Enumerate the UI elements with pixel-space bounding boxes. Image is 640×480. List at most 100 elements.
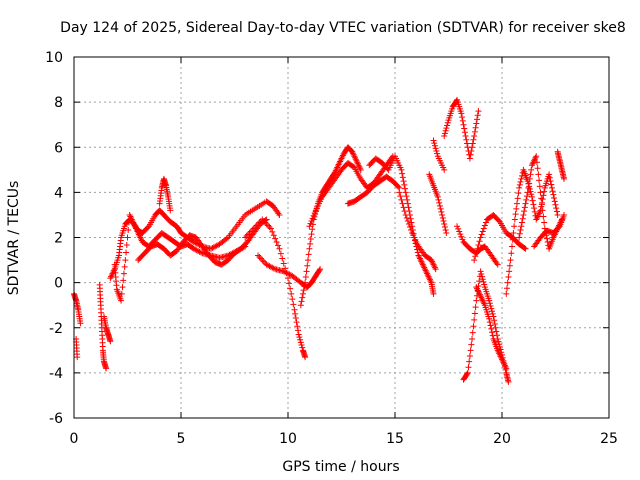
data-point	[436, 199, 443, 206]
data-point	[503, 365, 510, 372]
data-point	[440, 217, 447, 224]
data-point	[553, 205, 560, 212]
data-point	[291, 306, 298, 313]
data-point	[493, 328, 500, 335]
data-point	[293, 319, 300, 326]
data-point	[479, 228, 486, 235]
series-sat-d	[100, 313, 114, 345]
data-point	[443, 229, 450, 236]
data-point	[197, 249, 204, 256]
data-point	[125, 226, 132, 233]
series-sat-a	[71, 290, 84, 327]
data-point	[471, 128, 478, 135]
data-point	[270, 232, 277, 239]
data-point	[443, 125, 450, 132]
data-point	[310, 212, 317, 219]
data-point	[518, 223, 525, 230]
data-point	[305, 251, 312, 258]
data-point	[433, 148, 440, 155]
data-point	[507, 257, 514, 264]
data-point	[505, 378, 512, 385]
data-point	[479, 273, 486, 280]
data-point	[486, 319, 493, 326]
data-point	[298, 342, 305, 349]
data-point	[307, 240, 314, 247]
data-point	[398, 166, 405, 173]
data-point	[441, 132, 448, 139]
data-point	[505, 273, 512, 280]
data-point	[432, 266, 439, 273]
data-point	[537, 189, 544, 196]
data-point	[518, 175, 525, 182]
data-point	[487, 322, 494, 329]
data-point	[506, 268, 513, 275]
series-sat-r	[441, 96, 482, 162]
data-point	[553, 208, 560, 215]
data-point	[121, 263, 128, 270]
data-point	[460, 121, 467, 128]
data-point	[280, 260, 287, 267]
data-point	[74, 354, 81, 361]
data-point	[495, 338, 502, 345]
data-point	[408, 226, 415, 233]
x-tick-label: 5	[177, 431, 186, 447]
data-point	[292, 310, 299, 317]
data-point	[459, 117, 466, 124]
data-point	[551, 195, 558, 202]
data-point	[525, 184, 532, 191]
data-point	[459, 236, 466, 243]
data-point	[552, 201, 559, 208]
data-point	[294, 323, 301, 330]
data-point	[439, 214, 446, 221]
data-point	[276, 245, 283, 252]
data-point	[467, 151, 474, 158]
data-point	[473, 297, 480, 304]
data-point	[436, 202, 443, 209]
data-point	[533, 159, 540, 166]
series-sat-u	[471, 211, 529, 264]
data-point	[279, 255, 286, 262]
x-tick-label: 0	[70, 431, 79, 447]
series-sat-p	[426, 171, 450, 236]
data-point	[509, 236, 516, 243]
data-point	[527, 188, 534, 195]
data-point	[119, 284, 126, 291]
data-point	[536, 177, 543, 184]
data-point	[444, 122, 451, 129]
data-point	[506, 262, 513, 269]
data-point	[520, 211, 527, 218]
data-point	[298, 298, 305, 305]
data-point	[439, 211, 446, 218]
data-point	[469, 144, 476, 151]
data-point	[441, 166, 448, 173]
data-point	[434, 150, 441, 157]
data-point	[404, 217, 411, 224]
data-point	[541, 219, 548, 226]
data-point	[519, 215, 526, 222]
data-point	[516, 181, 523, 188]
data-point	[533, 153, 540, 160]
data-point	[539, 207, 546, 214]
data-point	[489, 329, 496, 336]
series-sat-h	[135, 216, 270, 268]
data-point	[430, 137, 437, 144]
data-point	[269, 228, 276, 235]
data-point	[529, 197, 536, 204]
data-point	[295, 331, 302, 338]
data-point	[550, 191, 557, 198]
data-point	[526, 175, 533, 182]
data-point	[405, 220, 412, 227]
data-point	[472, 304, 479, 311]
data-point	[292, 314, 299, 321]
data-point	[495, 217, 502, 224]
series-sat-y	[554, 148, 568, 182]
data-point	[539, 196, 546, 203]
y-tick-label: 0	[54, 276, 63, 292]
chart-title: Day 124 of 2025, Sidereal Day-to-day VTE…	[60, 20, 626, 36]
data-point	[468, 341, 475, 348]
data-point	[468, 148, 475, 155]
data-point	[472, 253, 479, 260]
series-sat-s	[454, 223, 501, 268]
data-point	[547, 178, 554, 185]
data-point	[434, 193, 441, 200]
